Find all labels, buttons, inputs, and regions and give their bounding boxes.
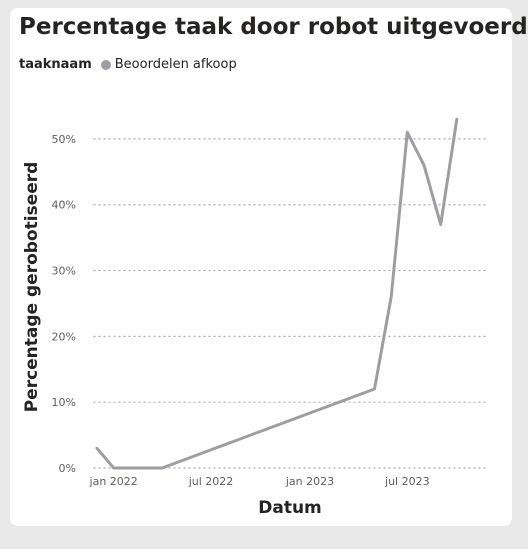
series-group xyxy=(95,117,459,470)
y-axis-ticks: 0% 10% 20% 30% 40% 50% xyxy=(52,133,76,475)
legend-marker-icon xyxy=(100,59,111,70)
y-tick-label: 0% xyxy=(59,462,76,475)
legend-entry-label[interactable]: Beoordelen afkoop xyxy=(114,57,237,72)
x-tick-label: jul 2022 xyxy=(188,475,234,488)
x-axis-ticks: jan 2022 jul 2022 jan 2023 jul 2023 xyxy=(89,475,430,488)
legend-title: taaknaam xyxy=(19,57,92,72)
y-axis-title: Percentage gerobotiseerd xyxy=(22,162,42,413)
chart-card: Percentage taak door robot uitgevoerd ta… xyxy=(10,8,528,526)
chart-title: Percentage taak door robot uitgevoerd xyxy=(19,14,528,40)
series-line xyxy=(95,117,459,470)
x-tick-label: jan 2022 xyxy=(89,475,138,488)
line-chart: 0%10%20%30%40%50% jan 2022 jul 2022 jan 20… xyxy=(22,117,490,518)
y-tick-label: 50% xyxy=(52,133,76,146)
y-tick-label: 10% xyxy=(52,396,76,409)
x-axis-title: Datum xyxy=(258,498,322,518)
y-tick-label: 20% xyxy=(52,330,76,343)
x-tick-label: jul 2023 xyxy=(384,475,430,488)
y-tick-label: 30% xyxy=(52,265,76,278)
legend: taaknaam Beoordelen afkoop xyxy=(19,57,237,72)
x-tick-label: jan 2023 xyxy=(285,475,334,488)
y-tick-label: 40% xyxy=(52,199,76,212)
